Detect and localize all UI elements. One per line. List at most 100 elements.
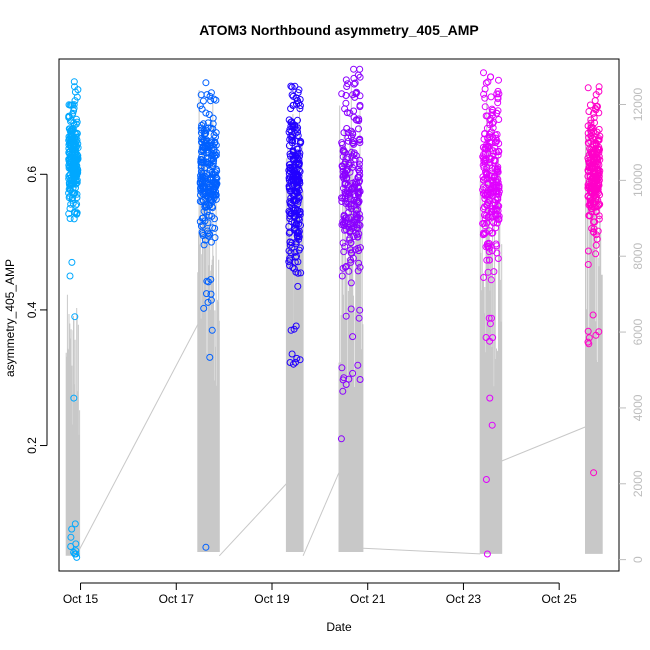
data-point bbox=[479, 220, 487, 227]
data-point bbox=[74, 165, 81, 173]
data-point bbox=[591, 97, 599, 105]
data-point bbox=[495, 76, 502, 84]
series-5 bbox=[479, 69, 503, 558]
data-point bbox=[295, 193, 303, 201]
data-point bbox=[594, 227, 602, 235]
data-point bbox=[480, 156, 488, 164]
data-point bbox=[70, 121, 78, 129]
data-point bbox=[354, 206, 362, 214]
data-point bbox=[480, 230, 488, 238]
data-point bbox=[485, 248, 493, 256]
data-point bbox=[66, 127, 74, 135]
count-connector-line bbox=[218, 483, 287, 557]
data-point bbox=[355, 125, 362, 133]
y2-tick-label: 2000 bbox=[631, 470, 645, 497]
data-point bbox=[71, 156, 79, 164]
data-point bbox=[584, 247, 592, 255]
y2-tick-label: 8000 bbox=[631, 243, 645, 270]
data-point bbox=[293, 151, 301, 159]
data-point bbox=[354, 361, 362, 369]
x-tick-label: Oct 21 bbox=[350, 592, 386, 606]
data-point bbox=[202, 149, 210, 157]
data-point bbox=[494, 202, 502, 209]
data-point bbox=[287, 210, 295, 217]
data-point bbox=[67, 117, 74, 125]
data-point bbox=[204, 155, 212, 163]
data-point bbox=[588, 225, 596, 232]
data-point bbox=[206, 167, 214, 174]
data-point bbox=[295, 86, 303, 94]
data-point bbox=[354, 189, 362, 197]
data-point bbox=[71, 550, 79, 558]
data-point bbox=[479, 186, 487, 194]
data-point bbox=[592, 241, 600, 249]
data-point bbox=[347, 159, 355, 167]
data-point bbox=[211, 215, 218, 223]
data-point bbox=[592, 250, 600, 258]
data-point bbox=[73, 190, 81, 198]
data-point bbox=[350, 107, 358, 115]
data-point bbox=[198, 178, 206, 186]
data-point bbox=[342, 92, 350, 99]
data-point bbox=[480, 211, 488, 219]
data-point bbox=[210, 190, 218, 198]
data-point bbox=[207, 238, 215, 246]
data-point bbox=[288, 139, 296, 147]
data-point bbox=[289, 163, 297, 171]
data-point bbox=[488, 207, 496, 215]
data-point bbox=[595, 125, 603, 133]
data-point bbox=[295, 161, 303, 169]
data-point bbox=[338, 141, 346, 148]
data-point bbox=[356, 156, 364, 164]
data-point bbox=[209, 114, 217, 122]
data-point bbox=[286, 209, 294, 216]
data-point bbox=[203, 277, 211, 285]
data-point bbox=[200, 143, 207, 151]
data-point bbox=[589, 141, 597, 149]
data-point bbox=[483, 550, 491, 558]
data-point bbox=[288, 118, 296, 126]
data-point bbox=[480, 205, 487, 213]
secondary-count-layer bbox=[65, 86, 603, 557]
data-point bbox=[338, 194, 345, 202]
data-point bbox=[202, 79, 210, 87]
data-point bbox=[70, 107, 78, 115]
data-point bbox=[488, 421, 496, 429]
y2-tick-label: 12000 bbox=[631, 88, 645, 122]
data-point bbox=[294, 282, 302, 290]
count-spike-cluster bbox=[197, 90, 220, 552]
x-tick-label: Oct 15 bbox=[63, 592, 99, 606]
data-point bbox=[482, 155, 489, 163]
data-point bbox=[208, 326, 216, 334]
data-point bbox=[588, 190, 596, 198]
series-6 bbox=[584, 83, 604, 477]
data-point bbox=[585, 340, 593, 348]
data-point bbox=[480, 69, 487, 77]
data-point bbox=[67, 533, 75, 541]
count-connector-line bbox=[77, 324, 199, 553]
data-point bbox=[480, 274, 488, 281]
data-point bbox=[66, 272, 74, 280]
data-point bbox=[347, 246, 355, 254]
data-point bbox=[346, 227, 354, 235]
scatter-points-layer bbox=[65, 65, 604, 561]
data-point bbox=[296, 139, 304, 147]
data-point bbox=[351, 182, 358, 190]
data-point bbox=[487, 93, 495, 101]
data-point bbox=[289, 264, 297, 272]
data-point bbox=[294, 197, 302, 205]
data-point bbox=[211, 234, 219, 242]
data-point bbox=[339, 264, 347, 272]
data-point bbox=[66, 132, 74, 140]
data-point bbox=[204, 232, 212, 240]
y-tick-label: 0.4 bbox=[25, 301, 39, 318]
data-point bbox=[341, 226, 349, 234]
data-point bbox=[595, 135, 603, 143]
data-point bbox=[351, 79, 359, 87]
data-point bbox=[287, 326, 295, 334]
data-point bbox=[482, 476, 490, 483]
data-point bbox=[494, 148, 502, 156]
data-point bbox=[73, 200, 81, 208]
data-point bbox=[294, 175, 302, 183]
data-point bbox=[339, 239, 347, 247]
